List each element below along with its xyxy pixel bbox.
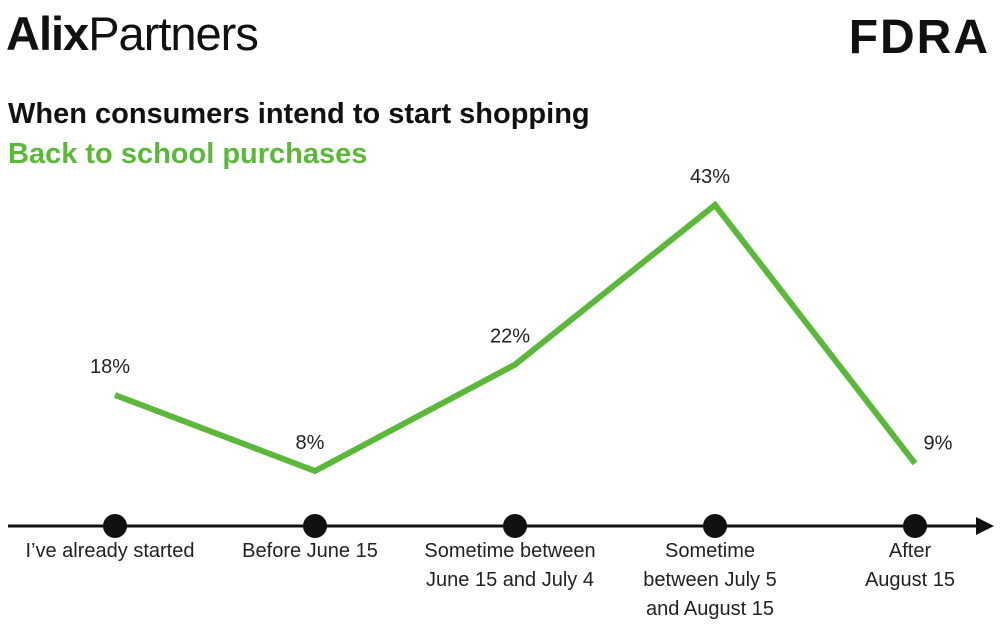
data-label: 43%: [690, 166, 730, 188]
alixpartners-logo: AlixPartners: [6, 7, 259, 60]
data-label: 9%: [924, 432, 953, 454]
axis-marker: [703, 514, 727, 538]
axis-marker: [103, 514, 127, 538]
category-label: August 15: [865, 569, 955, 591]
axis-marker: [903, 514, 927, 538]
category-label: After: [889, 540, 932, 562]
category-label: Sometime: [665, 540, 755, 562]
data-label: 8%: [296, 432, 325, 454]
axis-marker: [303, 514, 327, 538]
category-label: June 15 and July 4: [426, 569, 594, 591]
axis-marker: [503, 514, 527, 538]
category-label: Sometime between: [424, 540, 595, 562]
series-line: [113, 200, 918, 475]
x-axis-arrow: [976, 517, 994, 535]
chart-subtitle: Back to school purchases: [8, 138, 368, 170]
category-label: Before June 15: [242, 540, 378, 562]
data-label: 22%: [490, 326, 530, 348]
category-label: and August 15: [646, 598, 774, 620]
data-label: 18%: [90, 356, 130, 378]
chart-title: When consumers intend to start shopping: [8, 98, 590, 130]
category-label: I’ve already started: [26, 540, 195, 562]
category-label: between July 5: [643, 569, 776, 591]
fdra-logo: FDRA: [848, 11, 990, 64]
